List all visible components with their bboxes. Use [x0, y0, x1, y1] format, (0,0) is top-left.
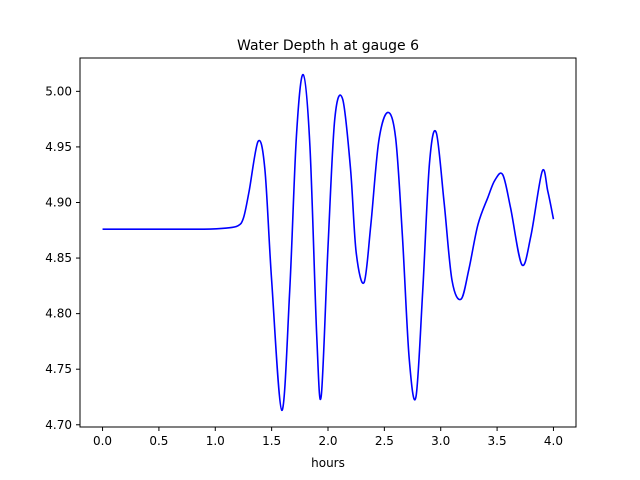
x-tick-label: 2.5 [375, 434, 394, 448]
water-depth-line [102, 73, 555, 412]
y-tick-label: 4.85 [45, 251, 72, 265]
y-tick-label: 5.00 [45, 84, 72, 98]
y-tick-label: 4.90 [45, 195, 72, 209]
y-tick-label: 4.80 [45, 307, 72, 321]
x-tick-label: 3.5 [488, 434, 507, 448]
x-tick-label: 4.0 [544, 434, 563, 448]
x-axis-label: hours [311, 456, 345, 470]
x-tick-label: 2.0 [318, 434, 337, 448]
y-tick-label: 4.70 [45, 418, 72, 432]
y-axis-ticks: 4.70 4.75 4.80 4.85 4.90 4.95 5.00 [45, 84, 80, 432]
x-axis-ticks: 0.0 0.5 1.0 1.5 2.0 2.5 3.0 3.5 4.0 [93, 427, 563, 448]
x-tick-label: 0.5 [149, 434, 168, 448]
y-tick-label: 4.75 [45, 362, 72, 376]
chart-title: Water Depth h at gauge 6 [237, 38, 419, 54]
y-tick-label: 4.95 [45, 140, 72, 154]
x-tick-label: 1.0 [206, 434, 225, 448]
x-tick-label: 1.5 [262, 434, 281, 448]
x-tick-label: 3.0 [431, 434, 450, 448]
x-tick-label: 0.0 [93, 434, 112, 448]
plot-frame [79, 57, 577, 428]
